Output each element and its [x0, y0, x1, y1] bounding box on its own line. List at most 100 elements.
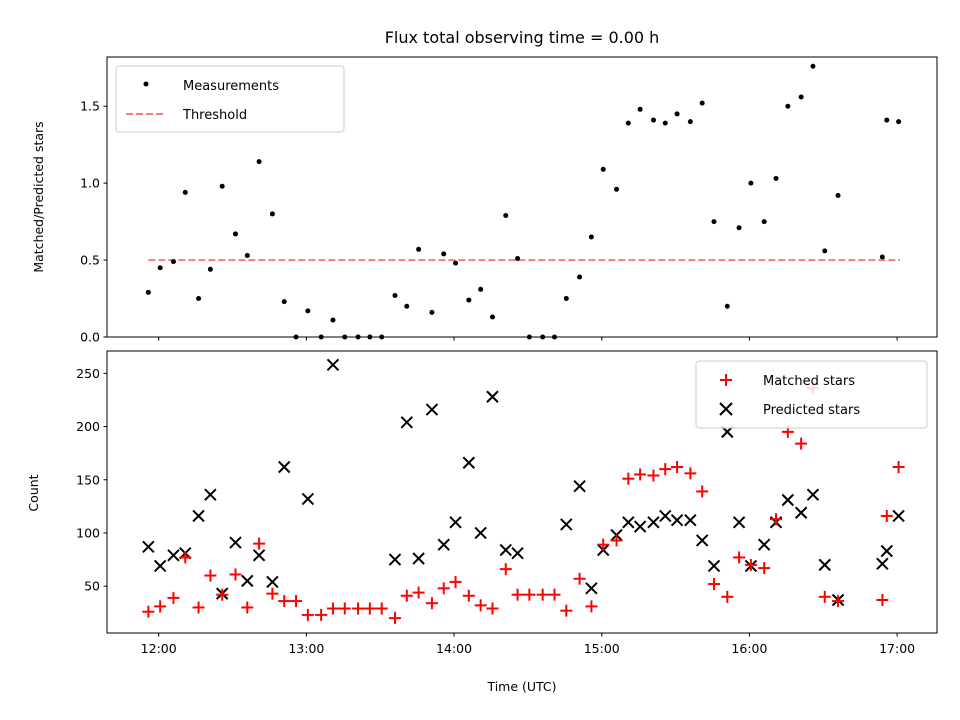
matched-star-point	[876, 594, 889, 607]
predicted-star-point	[684, 513, 697, 527]
measurement-point	[145, 289, 151, 295]
matched-star-point	[659, 463, 672, 476]
matched-star-point	[326, 602, 339, 615]
predicted-star-point	[252, 549, 266, 562]
measurement-point	[773, 176, 779, 182]
measurement-point	[404, 303, 410, 309]
matched-star-point	[363, 602, 376, 615]
matched-star-point	[892, 460, 905, 473]
predicted-star-point	[757, 538, 771, 551]
predicted-star-point	[400, 416, 414, 429]
measurement-point	[157, 265, 163, 271]
legend-matched-marker	[720, 374, 732, 386]
predicted-star-point	[659, 509, 672, 523]
legend-measurements-marker	[143, 81, 149, 87]
predicted-star-point	[781, 493, 795, 507]
top-legend-box	[115, 65, 345, 133]
top-y-axis-label: Matched/Predicted stars	[31, 121, 46, 272]
predicted-star-point	[153, 559, 167, 573]
measurement-point	[281, 299, 287, 305]
matched-star-point	[622, 472, 635, 485]
measurement-point	[563, 296, 569, 302]
top-plot-area: 0.0 0.5 1.0 1.5	[80, 63, 902, 345]
measurement-point	[748, 180, 754, 186]
matched-star-point	[290, 595, 303, 608]
bottom-x-tick-label: 13:00	[288, 641, 324, 656]
matched-star-point	[744, 558, 757, 571]
measurement-point	[736, 225, 742, 231]
bottom-x-tick-label: 12:00	[141, 641, 177, 656]
measurement-point	[170, 259, 176, 265]
bottom-x-tick-label: 14:00	[436, 641, 472, 656]
predicted-star-point	[142, 540, 155, 554]
bottom-legend: Matched stars Predicted stars	[695, 360, 928, 429]
measurement-point	[650, 117, 656, 123]
top-axes-frame	[106, 56, 938, 338]
measurement-point	[515, 256, 521, 262]
measurement-point	[577, 274, 583, 280]
measurement-point	[614, 186, 620, 192]
matched-star-point	[167, 591, 180, 604]
matched-star-point	[634, 468, 647, 481]
bottom-x-tick-label: 15:00	[584, 641, 620, 656]
matched-star-point	[770, 513, 783, 526]
bottom-y-tick-label: 200	[76, 419, 100, 434]
matched-star-point	[154, 600, 167, 613]
bottom-plot-area: 50 100 150 200 250 12:00 13:00 14:00 15:00 16:00 1…	[76, 358, 915, 656]
legend-matched-label: Matched stars	[763, 374, 855, 389]
measurement-point	[761, 219, 767, 225]
top-panel: Matched/Predicted stars 0.0 0.5 1.0 1.5 Mea…	[31, 56, 938, 345]
measurement-point	[182, 189, 188, 195]
matched-star-point	[352, 602, 365, 615]
measurement-point	[478, 286, 484, 292]
matched-star-point	[278, 595, 291, 608]
predicted-star-point	[204, 488, 217, 501]
top-y-tick-label: 0.5	[80, 253, 100, 268]
measurement-point	[416, 246, 422, 252]
predicted-star-point	[876, 557, 889, 571]
measurement-point	[896, 119, 902, 125]
predicted-star-point	[278, 460, 291, 474]
measurement-point	[219, 183, 225, 189]
matched-star-point	[832, 595, 845, 608]
measurement-point	[453, 260, 459, 266]
x-axis-label: Time (UTC)	[486, 679, 556, 694]
measurement-point	[207, 266, 213, 272]
legend-measurements-label: Measurements	[183, 79, 279, 94]
matched-star-point	[733, 551, 746, 564]
measurement-point	[232, 231, 238, 237]
matched-star-point	[449, 575, 462, 588]
matched-star-point	[388, 612, 401, 625]
matched-star-point	[315, 608, 328, 621]
bottom-y-tick-label: 250	[76, 366, 100, 381]
bottom-legend-box	[695, 360, 928, 429]
predicted-star-point	[794, 506, 808, 519]
predicted-star-point	[732, 516, 746, 529]
matched-star-point	[474, 599, 487, 612]
matched-star-point	[142, 605, 155, 618]
top-y-tick-label: 0.0	[80, 330, 100, 345]
predicted-star-point	[301, 492, 315, 506]
matched-star-point	[610, 534, 623, 547]
measurement-point	[256, 159, 262, 165]
measurement-point	[600, 166, 606, 172]
measurement-point	[196, 296, 202, 302]
matched-star-point	[696, 485, 709, 498]
measurement-point	[835, 192, 841, 198]
predicted-star-point	[437, 538, 450, 551]
measurement-point	[466, 297, 472, 303]
measurement-point	[392, 292, 398, 298]
bottom-axes-frame	[106, 350, 938, 634]
measurement-point	[503, 212, 509, 218]
matched-star-point	[229, 568, 242, 581]
predicted-star-point	[474, 526, 487, 540]
measurement-point	[441, 251, 447, 257]
matched-star-point	[253, 537, 266, 550]
matched-star-point	[671, 460, 684, 473]
bottom-y-tick-label: 150	[76, 472, 100, 487]
matched-star-point	[486, 602, 499, 615]
bottom-x-tick-label: 16:00	[731, 641, 767, 656]
legend-threshold-label: Threshold	[182, 108, 247, 123]
predicted-star-point	[670, 513, 684, 527]
